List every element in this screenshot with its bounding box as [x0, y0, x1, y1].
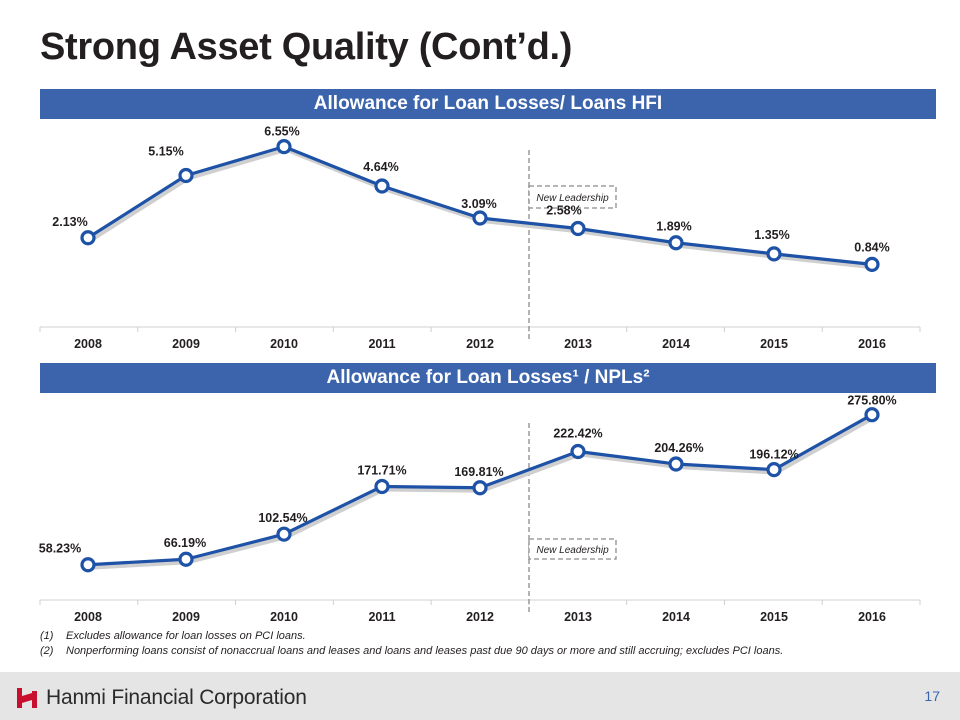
- data-point-2016: [866, 409, 878, 421]
- data-label-2013: 222.42%: [553, 427, 602, 441]
- data-label-2010: 6.55%: [264, 125, 299, 139]
- data-point-2008: [82, 559, 94, 571]
- x-tick-label-2010: 2010: [270, 337, 298, 351]
- x-tick-label-2014: 2014: [662, 337, 690, 351]
- data-label-2011: 4.64%: [363, 160, 398, 174]
- slide-title: Strong Asset Quality (Cont’d.): [40, 26, 572, 69]
- data-point-2008: [82, 232, 94, 244]
- company-logo: Hanmi Financial Corporation: [16, 686, 307, 710]
- x-tick-label-2009: 2009: [172, 610, 200, 624]
- data-point-2011: [376, 180, 388, 192]
- data-point-2012: [474, 482, 486, 494]
- data-label-2016: 275.80%: [847, 394, 896, 408]
- data-point-2013: [572, 446, 584, 458]
- data-label-2014: 204.26%: [654, 441, 703, 455]
- data-label-2010: 102.54%: [258, 511, 307, 525]
- x-tick-label-2008: 2008: [74, 610, 102, 624]
- x-tick-label-2010: 2010: [270, 610, 298, 624]
- x-tick-label-2011: 2011: [368, 610, 395, 624]
- footnote-1: (1) Excludes allowance for loan losses o…: [40, 629, 940, 644]
- data-label-2011: 171.71%: [357, 463, 406, 477]
- data-label-2012: 3.09%: [461, 197, 496, 211]
- x-tick-label-2012: 2012: [466, 610, 494, 624]
- data-point-2014: [670, 237, 682, 249]
- data-point-2011: [376, 480, 388, 492]
- data-point-2009: [180, 170, 192, 182]
- new-leadership-label: New Leadership: [536, 193, 609, 204]
- hanmi-logo-icon: [16, 687, 38, 709]
- data-point-2014: [670, 458, 682, 470]
- allowance-npls-line-chart: New Leadership 58.23% 2008 66.19% 2009 102.54…: [0, 393, 960, 633]
- data-label-2016: 0.84%: [854, 240, 889, 254]
- data-label-2009: 5.15%: [148, 145, 183, 159]
- x-tick-label-2008: 2008: [74, 337, 102, 351]
- x-tick-label-2009: 2009: [172, 337, 200, 351]
- data-point-2013: [572, 223, 584, 235]
- company-name: Hanmi Financial Corporation: [46, 686, 307, 710]
- x-tick-label-2016: 2016: [858, 337, 886, 351]
- data-point-2015: [768, 248, 780, 260]
- data-point-2010: [278, 141, 290, 153]
- footnotes: (1) Excludes allowance for loan losses o…: [40, 629, 940, 659]
- section-header-allowance-npls: Allowance for Loan Losses¹ / NPLs²: [40, 363, 936, 393]
- data-label-2012: 169.81%: [454, 465, 503, 479]
- data-point-2016: [866, 258, 878, 270]
- x-tick-label-2012: 2012: [466, 337, 494, 351]
- allowance-loans-line-chart: New Leadership 2.13% 2008 5.15% 2009 6.55% 201…: [0, 120, 960, 360]
- data-label-2013: 2.58%: [546, 204, 581, 218]
- x-tick-label-2014: 2014: [662, 610, 690, 624]
- page-number: 17: [924, 688, 940, 704]
- data-point-2009: [180, 553, 192, 565]
- data-point-2015: [768, 464, 780, 476]
- data-label-2008: 58.23%: [39, 542, 81, 556]
- x-tick-label-2015: 2015: [760, 610, 788, 624]
- x-tick-label-2016: 2016: [858, 610, 886, 624]
- footnote-2: (2) Nonperforming loans consist of nonac…: [40, 644, 940, 659]
- data-label-2008: 2.13%: [52, 215, 87, 229]
- x-tick-label-2013: 2013: [564, 610, 592, 624]
- x-tick-label-2015: 2015: [760, 337, 788, 351]
- data-label-2014: 1.89%: [656, 220, 691, 234]
- data-point-2010: [278, 528, 290, 540]
- data-label-2009: 66.19%: [164, 536, 206, 550]
- data-point-2012: [474, 212, 486, 224]
- new-leadership-label: New Leadership: [536, 545, 609, 556]
- section-header-allowance-loans: Allowance for Loan Losses/ Loans HFI: [40, 89, 936, 119]
- data-label-2015: 196.12%: [749, 448, 798, 462]
- x-tick-label-2013: 2013: [564, 337, 592, 351]
- data-label-2015: 1.35%: [754, 228, 789, 242]
- x-tick-label-2011: 2011: [368, 337, 395, 351]
